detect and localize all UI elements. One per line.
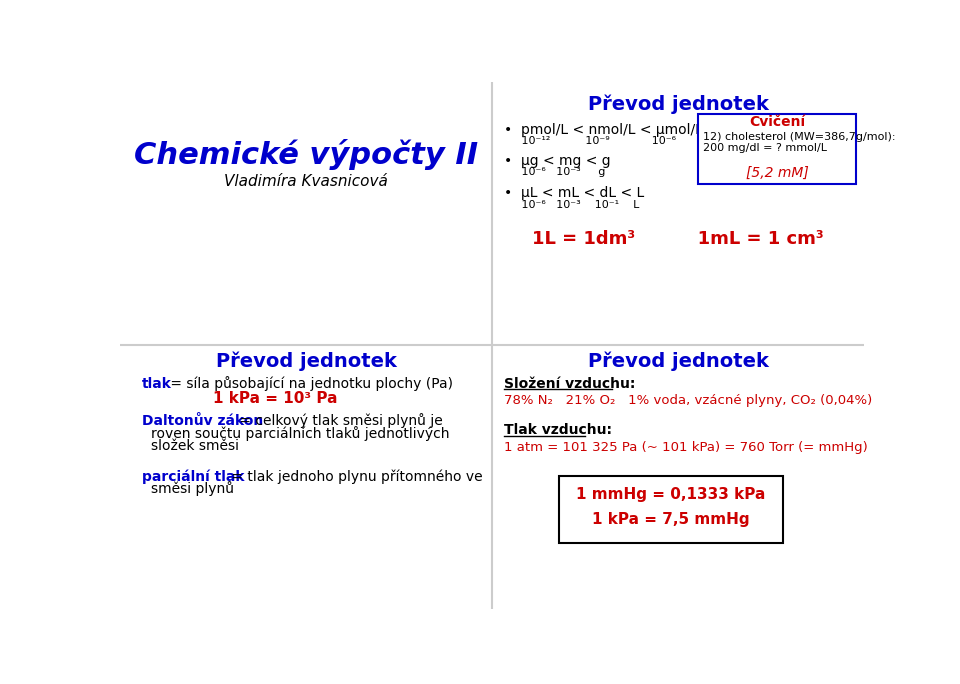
Text: 1 mmHg = 0,1333 kPa: 1 mmHg = 0,1333 kPa [576, 486, 766, 501]
Text: •  pmol/L < nmol/L < μmol/L < mmol/L < mol/L: • pmol/L < nmol/L < μmol/L < mmol/L < mo… [504, 123, 833, 137]
Text: parciální tlak: parciální tlak [142, 469, 244, 484]
Text: Složení vzduchu:: Složení vzduchu: [504, 377, 635, 391]
FancyBboxPatch shape [559, 476, 783, 542]
Text: 1 kPa = 10³ Pa: 1 kPa = 10³ Pa [213, 391, 337, 406]
Text: roven součtu parciálních tlaků jednotlivých: roven součtu parciálních tlaků jednotliv… [151, 425, 449, 440]
Text: 12) cholesterol (MW=386,7g/mol):: 12) cholesterol (MW=386,7g/mol): [703, 132, 896, 142]
FancyBboxPatch shape [698, 114, 856, 185]
Text: = síla působající na jednotku plochy (Pa): = síla působající na jednotku plochy (Pa… [166, 376, 453, 391]
Text: složek směsi: složek směsi [151, 438, 239, 453]
Text: 78% N₂   21% O₂   1% voda, vzácné plyny, CO₂ (0,04%): 78% N₂ 21% O₂ 1% voda, vzácné plyny, CO₂… [504, 395, 872, 408]
Text: •  μL < mL < dL < L: • μL < mL < dL < L [504, 186, 644, 200]
Text: 10⁻¹²          10⁻⁹            10⁻⁶        10⁻³          mol/L: 10⁻¹² 10⁻⁹ 10⁻⁶ 10⁻³ mol/L [504, 136, 794, 146]
Text: = celkový tlak směsi plynů je: = celkový tlak směsi plynů je [234, 413, 443, 428]
Text: Tlak vzduchu:: Tlak vzduchu: [504, 423, 612, 437]
Text: Cvičení: Cvičení [749, 115, 805, 129]
Text: 1L = 1dm³          1mL = 1 cm³: 1L = 1dm³ 1mL = 1 cm³ [532, 230, 824, 248]
Text: Převod jednotek: Převod jednotek [216, 351, 396, 371]
Text: Daltonův zákon: Daltonův zákon [142, 414, 263, 428]
Text: Převod jednotek: Převod jednotek [588, 94, 768, 114]
Text: Převod jednotek: Převod jednotek [588, 351, 768, 371]
Text: = tlak jednoho plynu přítomného ve: = tlak jednoho plynu přítomného ve [227, 469, 483, 484]
Text: 1 atm = 101 325 Pa (~ 101 kPa) = 760 Torr (= mmHg): 1 atm = 101 325 Pa (~ 101 kPa) = 760 Tor… [504, 440, 868, 453]
Text: 10⁻⁶   10⁻³     g: 10⁻⁶ 10⁻³ g [504, 167, 605, 177]
Text: 200 mg/dl = ? mmol/L: 200 mg/dl = ? mmol/L [703, 144, 827, 153]
Text: 1 kPa = 7,5 mmHg: 1 kPa = 7,5 mmHg [592, 512, 750, 527]
Text: [5,2 mM]: [5,2 mM] [746, 166, 808, 180]
Text: tlak: tlak [142, 377, 172, 391]
Text: 10⁻⁶   10⁻³    10⁻¹    L: 10⁻⁶ 10⁻³ 10⁻¹ L [504, 200, 639, 209]
Text: Vladimíra Kvasnicová: Vladimíra Kvasnicová [224, 174, 388, 189]
Text: směsi plynů: směsi plynů [151, 481, 234, 496]
Text: •  μg < mg < g: • μg < mg < g [504, 154, 611, 168]
Text: Chemické výpočty II: Chemické výpočty II [134, 139, 478, 170]
